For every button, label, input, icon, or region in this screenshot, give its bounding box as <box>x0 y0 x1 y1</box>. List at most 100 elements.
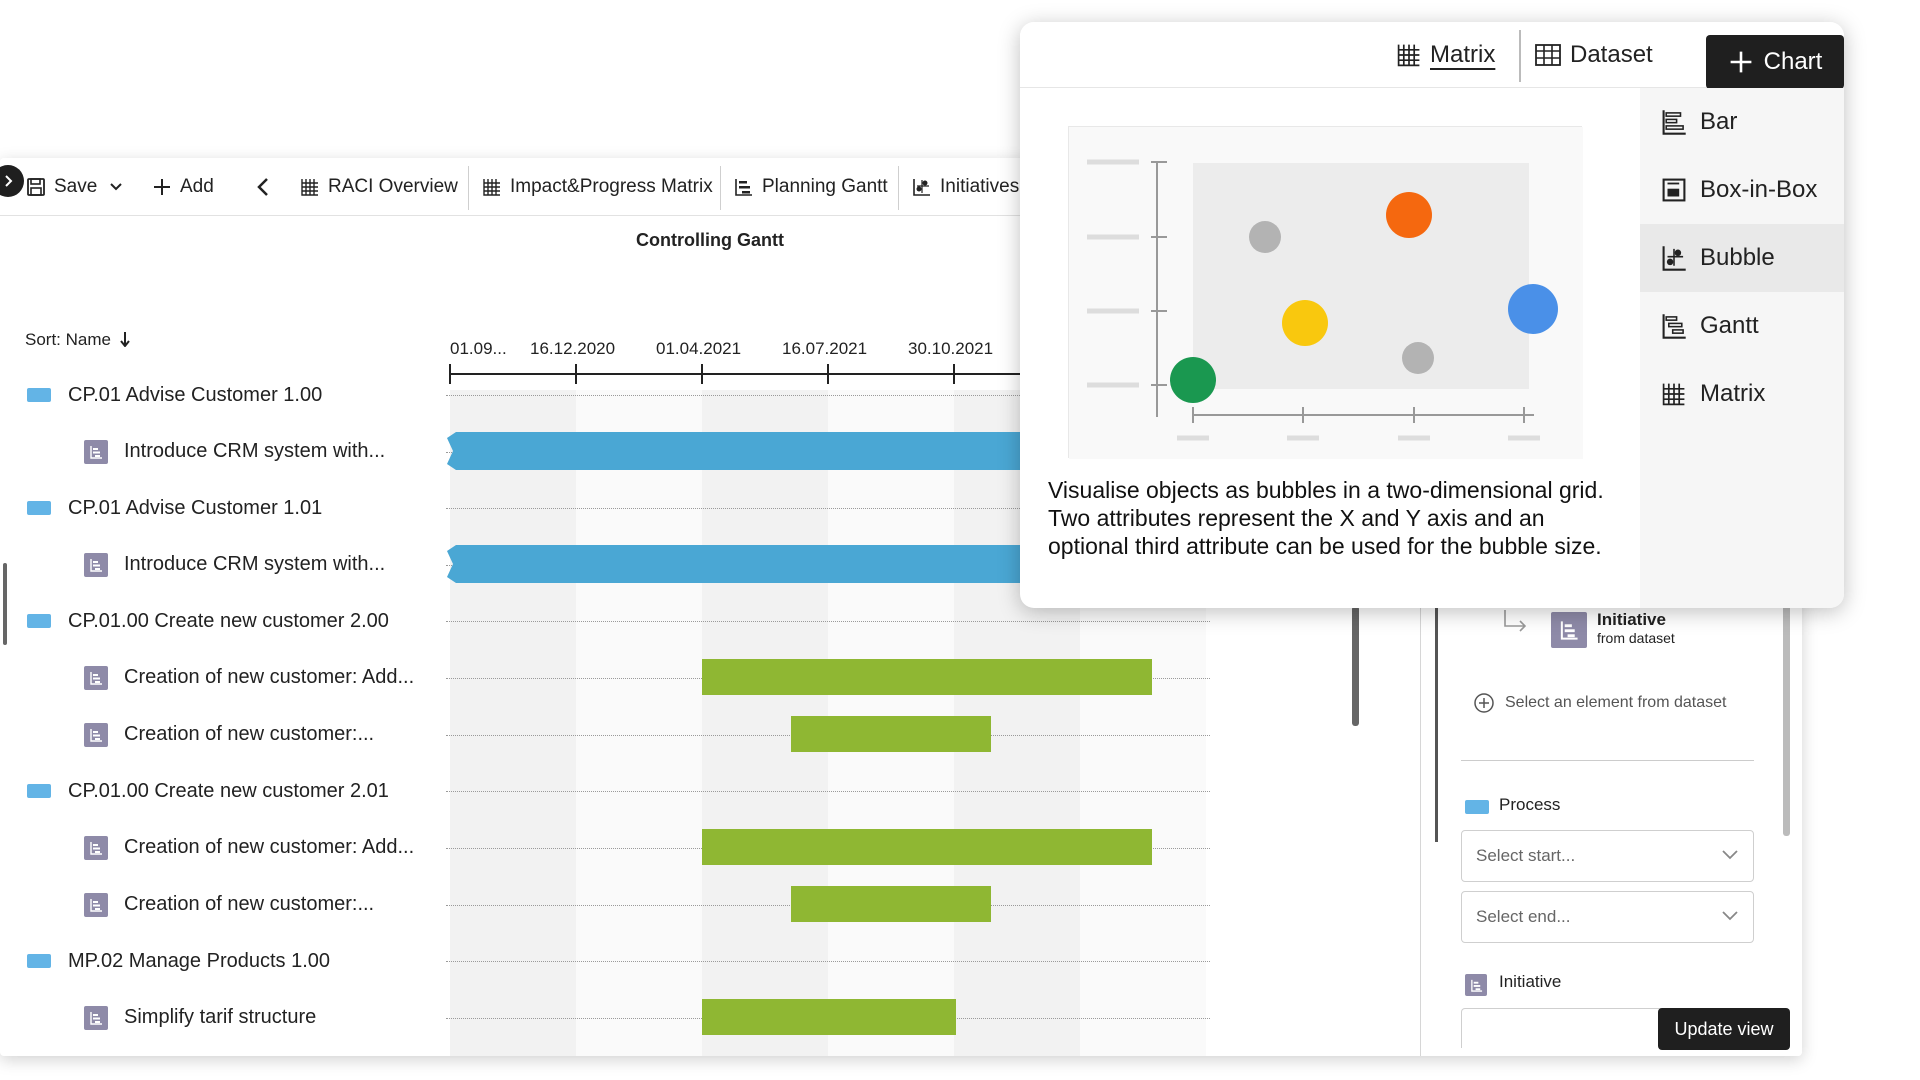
bubble-icon <box>1662 246 1686 271</box>
date-tick-label: 01.04.2021 <box>656 339 742 358</box>
plus-icon <box>1730 51 1752 73</box>
select-start-dropdown[interactable]: Select start... <box>1461 830 1754 882</box>
plus-icon <box>154 179 170 195</box>
chevron-left-icon <box>257 178 268 196</box>
menu-item-box-in-box[interactable]: Box-in-Box <box>1640 156 1844 224</box>
toolbar-divider <box>468 166 469 210</box>
row-label-initiative[interactable]: Creation of new customer:... <box>124 723 375 745</box>
collapse-button[interactable] <box>0 165 24 197</box>
bubble-mark <box>1402 342 1434 374</box>
bubble-preview-graphic <box>1069 127 1583 459</box>
row-label-process[interactable]: CP.01.00 Create new customer 2.00 <box>68 610 389 632</box>
sort-control[interactable]: Sort: Name <box>25 330 130 350</box>
initiative-icon <box>1551 612 1587 648</box>
chevron-down-icon <box>1722 911 1738 921</box>
menu-item-matrix[interactable]: Matrix <box>1640 360 1844 428</box>
tab-impact-progress-matrix[interactable]: Impact&Progress Matrix <box>482 158 713 216</box>
select-end-dropdown[interactable]: Select end... <box>1461 891 1754 943</box>
menu-item-label: Box-in-Box <box>1700 176 1818 203</box>
tree-connector-icon <box>1504 610 1527 632</box>
menu-item-label: Bubble <box>1700 244 1775 271</box>
tab-matrix[interactable]: Matrix <box>1396 22 1495 88</box>
add-circle-icon <box>1474 693 1494 713</box>
row-label-process[interactable]: CP.01.00 Create new customer 2.01 <box>68 780 389 802</box>
chart-description: Visualise objects as bubbles in a two-di… <box>1048 477 1604 559</box>
process-icon <box>1465 800 1489 814</box>
gantt-bar[interactable] <box>791 716 991 752</box>
initiative-icon <box>84 893 108 917</box>
gantt-bar[interactable] <box>447 545 1027 583</box>
gantt-scrollbar[interactable] <box>1352 606 1359 726</box>
matrix-icon <box>1397 44 1420 67</box>
chevron-down-icon <box>110 183 123 191</box>
row-label-initiative[interactable]: Creation of new customer: Add... <box>124 836 415 858</box>
row-label-process[interactable]: CP.01 Advise Customer 1.00 <box>68 384 323 406</box>
select-end-placeholder: Select end... <box>1476 907 1571 926</box>
chart-title: Controlling Gantt <box>636 230 784 250</box>
tab-label: Planning Gantt <box>762 176 888 197</box>
tab-dataset[interactable]: Dataset <box>1534 22 1653 88</box>
row-label-initiative[interactable]: Creation of new customer:... <box>124 893 375 915</box>
row-guide <box>446 508 1210 509</box>
table-icon <box>1535 44 1561 66</box>
initiative-icon <box>84 1006 108 1030</box>
panel-divider <box>1435 578 1438 842</box>
sort-label: Sort: Name <box>25 330 111 349</box>
date-tick-label: 16.12.2020 <box>530 339 616 358</box>
timeline-column <box>576 390 702 1056</box>
date-tick-label: 16.07.2021 <box>782 339 868 358</box>
gantt-bar[interactable] <box>447 432 1027 470</box>
matrix-icon <box>483 179 500 196</box>
row-label-process[interactable]: CP.01 Advise Customer 1.01 <box>68 497 323 519</box>
row-label-process[interactable]: MP.02 Manage Products 1.00 <box>68 950 331 972</box>
tab-raci-overview[interactable]: RACI Overview <box>300 158 458 216</box>
menu-item-label: Matrix <box>1700 380 1766 407</box>
toolbar-divider <box>898 166 899 210</box>
row-label-initiative[interactable]: Introduce CRM system with... <box>124 440 386 462</box>
tab-planning-gantt[interactable]: Planning Gantt <box>734 158 888 216</box>
save-icon <box>27 178 45 196</box>
save-button[interactable]: Save <box>26 158 131 216</box>
process-icon <box>27 614 51 628</box>
tab-label: RACI Overview <box>328 176 458 197</box>
chart-type-popup: Matrix Dataset Chart Visualise <box>1020 22 1844 608</box>
save-label: Save <box>54 176 98 197</box>
matrix-icon <box>301 179 318 196</box>
gantt-bar[interactable] <box>702 659 1152 695</box>
add-button[interactable]: Add <box>152 158 214 216</box>
scrollbar[interactable] <box>3 563 7 645</box>
gantt-bar[interactable] <box>702 999 956 1035</box>
tab-initiatives[interactable]: Initiatives <box>912 158 1019 216</box>
row-label-initiative[interactable]: Introduce CRM system with... <box>124 553 386 575</box>
gantt-bar[interactable] <box>702 829 1152 865</box>
back-button[interactable] <box>256 158 278 216</box>
process-icon <box>27 388 51 402</box>
update-view-button[interactable]: Update view <box>1658 1008 1790 1050</box>
bubble-mark <box>1249 221 1281 253</box>
row-label-initiative[interactable]: Simplify tarif structure <box>124 1006 317 1028</box>
row-label-initiative[interactable]: Creation of new customer: Add... <box>124 666 415 688</box>
select-element-button[interactable]: Select an element from dataset <box>1473 692 1726 714</box>
bubble-icon <box>913 179 930 196</box>
initiative-icon <box>84 723 108 747</box>
menu-item-bar[interactable]: Bar <box>1640 88 1844 156</box>
gantt-icon <box>1662 314 1686 339</box>
gantt-bar[interactable] <box>791 886 991 922</box>
panel-scrollbar[interactable] <box>1783 598 1790 836</box>
section-divider <box>1461 760 1754 761</box>
row-guide <box>446 961 1210 962</box>
toolbar-divider <box>720 166 721 210</box>
menu-item-gantt[interactable]: Gantt <box>1640 292 1844 360</box>
bar-chart-icon <box>1662 110 1686 135</box>
bubble-preview <box>1068 126 1583 459</box>
chart-button[interactable]: Chart <box>1706 35 1844 89</box>
row-guide <box>446 621 1210 622</box>
tab-dataset-label: Dataset <box>1570 41 1653 68</box>
menu-item-bubble[interactable]: Bubble <box>1640 224 1844 292</box>
timeline-column <box>450 390 576 1056</box>
date-tick-label: 30.10.2021 <box>908 339 994 358</box>
chevron-right-icon <box>5 175 13 187</box>
bubble-mark <box>1282 300 1328 346</box>
initiative-subtitle: from dataset <box>1597 630 1675 646</box>
arrow-down-icon <box>119 332 130 347</box>
